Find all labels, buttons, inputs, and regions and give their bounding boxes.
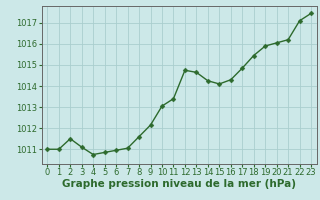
X-axis label: Graphe pression niveau de la mer (hPa): Graphe pression niveau de la mer (hPa) — [62, 179, 296, 189]
